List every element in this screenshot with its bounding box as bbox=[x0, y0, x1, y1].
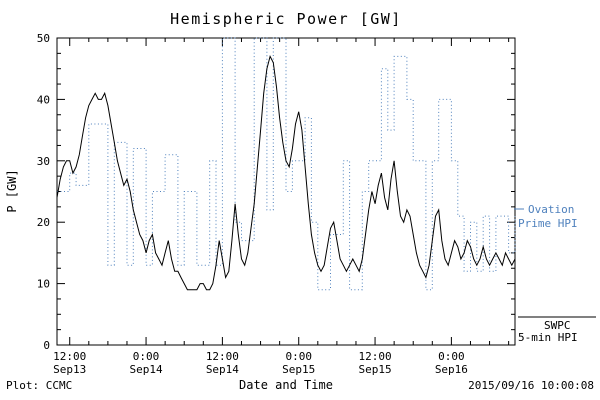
plot-box bbox=[56, 37, 516, 346]
series-lines bbox=[56, 37, 516, 291]
y-axis-label: P [GW] bbox=[5, 169, 19, 212]
x-tick-date-label: Sep16 bbox=[435, 363, 468, 376]
x-axis-label: Date and Time bbox=[239, 378, 333, 392]
x-tick-time-label: 0:00 bbox=[133, 350, 160, 363]
swpc-legend-label-1: SWPC bbox=[544, 319, 571, 332]
ovation-prime-series-line bbox=[57, 37, 516, 291]
x-tick-time-label: 12:00 bbox=[206, 350, 239, 363]
swpc-series-line bbox=[56, 55, 516, 291]
y-tick-label: 10 bbox=[37, 278, 50, 291]
y-tick-label: 30 bbox=[37, 155, 50, 168]
y-tick-label: 0 bbox=[43, 339, 50, 352]
x-tick-time-label: 12:00 bbox=[358, 350, 391, 363]
x-tick-date-label: Sep14 bbox=[206, 363, 239, 376]
x-tick-date-label: Sep15 bbox=[282, 363, 315, 376]
x-tick-time-label: 0:00 bbox=[285, 350, 312, 363]
swpc-legend-label-2: 5-min HPI bbox=[518, 331, 578, 344]
footer-timestamp: 2015/09/16 10:00:08 bbox=[468, 379, 594, 392]
x-tick-time-label: 12:00 bbox=[53, 350, 86, 363]
x-tick-date-label: Sep14 bbox=[129, 363, 162, 376]
ovation-legend-label-1: Ovation bbox=[528, 203, 574, 216]
ovation-legend-label-2: Prime HPI bbox=[518, 217, 578, 230]
footer-plot-source: Plot: CCMC bbox=[6, 379, 72, 392]
x-tick-time-label: 0:00 bbox=[438, 350, 465, 363]
x-tick-date-label: Sep13 bbox=[53, 363, 86, 376]
y-tick-label: 20 bbox=[37, 216, 50, 229]
y-tick-label: 40 bbox=[37, 93, 50, 106]
x-tick-date-label: Sep15 bbox=[358, 363, 391, 376]
axes: 0102030405012:00Sep130:00Sep1412:00Sep14… bbox=[37, 32, 516, 376]
chart-title: Hemispheric Power [GW] bbox=[170, 10, 402, 28]
y-tick-label: 50 bbox=[37, 32, 50, 45]
